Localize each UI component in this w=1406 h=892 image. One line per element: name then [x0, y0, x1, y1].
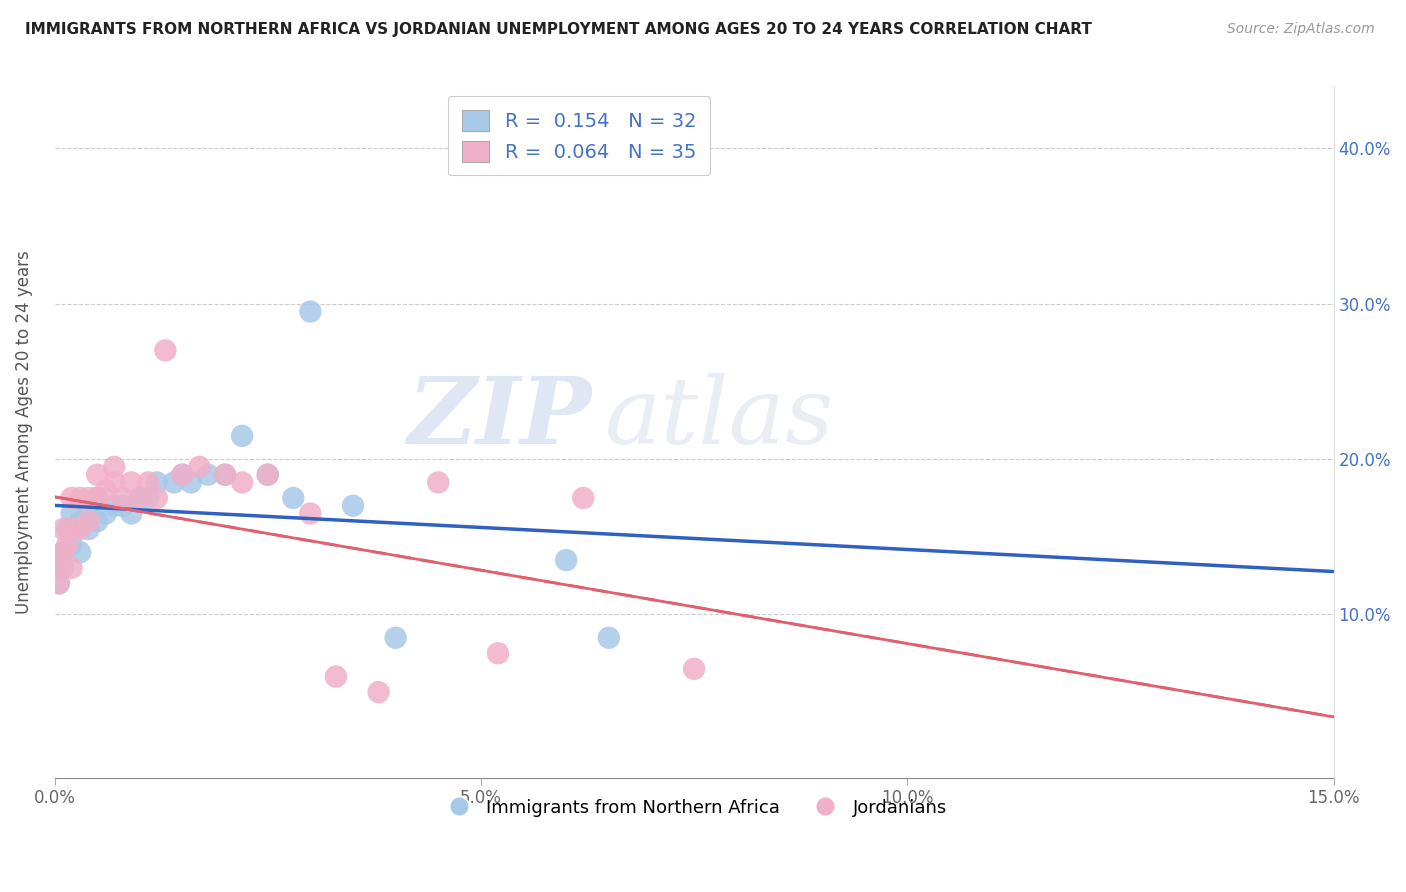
Point — [56, 522, 79, 536]
Point — [555, 553, 578, 567]
Point — [325, 670, 347, 684]
Point — [367, 685, 389, 699]
Point — [60, 522, 83, 536]
Point — [146, 491, 169, 505]
Point — [172, 467, 194, 482]
Point — [155, 343, 177, 358]
Point — [384, 631, 406, 645]
Text: ZIP: ZIP — [408, 373, 592, 463]
Point — [77, 491, 100, 505]
Point — [52, 522, 75, 536]
Point — [69, 545, 91, 559]
Point — [120, 475, 142, 490]
Point — [128, 491, 150, 505]
Point — [299, 507, 322, 521]
Point — [103, 475, 125, 490]
Point — [214, 467, 236, 482]
Point — [180, 475, 202, 490]
Point — [86, 467, 108, 482]
Point — [427, 475, 450, 490]
Point — [283, 491, 305, 505]
Point — [163, 475, 186, 490]
Point — [128, 491, 150, 505]
Point — [231, 429, 253, 443]
Point — [52, 545, 75, 559]
Y-axis label: Unemployment Among Ages 20 to 24 years: Unemployment Among Ages 20 to 24 years — [15, 250, 32, 614]
Point — [86, 491, 108, 505]
Point — [120, 507, 142, 521]
Point — [77, 522, 100, 536]
Point — [342, 499, 364, 513]
Point — [486, 646, 509, 660]
Point — [94, 507, 117, 521]
Point — [52, 561, 75, 575]
Point — [231, 475, 253, 490]
Point — [146, 475, 169, 490]
Point — [60, 538, 83, 552]
Point — [299, 304, 322, 318]
Point — [256, 467, 278, 482]
Point — [86, 491, 108, 505]
Point — [214, 467, 236, 482]
Point — [103, 459, 125, 474]
Point — [48, 576, 70, 591]
Point — [256, 467, 278, 482]
Point — [172, 467, 194, 482]
Point — [94, 483, 117, 498]
Point — [103, 499, 125, 513]
Point — [136, 475, 159, 490]
Text: atlas: atlas — [605, 373, 834, 463]
Point — [69, 522, 91, 536]
Point — [572, 491, 595, 505]
Legend: Immigrants from Northern Africa, Jordanians: Immigrants from Northern Africa, Jordani… — [434, 791, 955, 824]
Point — [60, 507, 83, 521]
Point — [683, 662, 706, 676]
Point — [111, 491, 134, 505]
Point — [188, 459, 211, 474]
Point — [136, 491, 159, 505]
Point — [111, 499, 134, 513]
Point — [48, 561, 70, 575]
Point — [77, 499, 100, 513]
Point — [77, 514, 100, 528]
Text: IMMIGRANTS FROM NORTHERN AFRICA VS JORDANIAN UNEMPLOYMENT AMONG AGES 20 TO 24 YE: IMMIGRANTS FROM NORTHERN AFRICA VS JORDA… — [25, 22, 1092, 37]
Text: Source: ZipAtlas.com: Source: ZipAtlas.com — [1227, 22, 1375, 37]
Point — [86, 514, 108, 528]
Point — [60, 491, 83, 505]
Point — [598, 631, 620, 645]
Point — [69, 491, 91, 505]
Point — [56, 538, 79, 552]
Point — [197, 467, 219, 482]
Point — [69, 514, 91, 528]
Point — [52, 545, 75, 559]
Point — [60, 561, 83, 575]
Point — [48, 576, 70, 591]
